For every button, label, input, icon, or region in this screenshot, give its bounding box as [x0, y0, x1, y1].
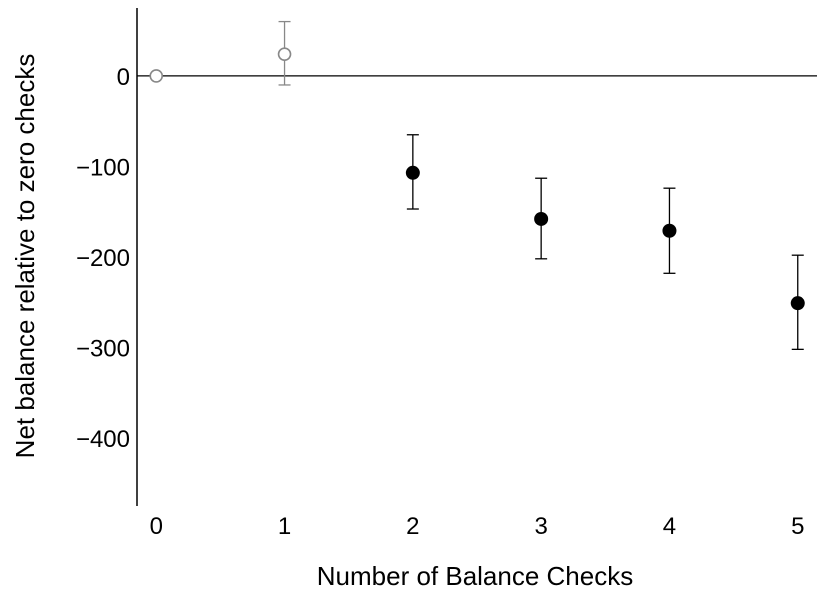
y-tick-label: −300	[76, 336, 130, 363]
x-tick-labels: 0 1 2 3 4 5	[150, 513, 805, 540]
filled-data-point	[405, 165, 420, 180]
y-tick-label: 0	[117, 64, 130, 91]
y-axis-label: Net balance relative to zero checks	[10, 54, 40, 459]
y-tick-label: −100	[76, 154, 130, 181]
filled-data-point	[790, 296, 805, 311]
x-tick-label: 3	[534, 513, 547, 540]
x-tick-label: 5	[791, 513, 804, 540]
error-bars	[278, 20, 804, 351]
y-tick-labels: 0 −100 −200 −300 −400	[76, 64, 130, 453]
open-data-point	[277, 47, 292, 61]
y-tick-label: −400	[76, 426, 130, 453]
x-tick-label: 1	[278, 513, 291, 540]
x-axis-label: Number of Balance Checks	[317, 561, 633, 591]
y-tick-label: −200	[76, 245, 130, 272]
x-tick-label: 0	[150, 513, 163, 540]
data-points	[149, 47, 805, 311]
filled-data-point	[534, 211, 549, 226]
axes	[136, 8, 817, 506]
filled-data-point	[662, 223, 677, 238]
x-tick-label: 4	[663, 513, 676, 540]
x-tick-label: 2	[406, 513, 419, 540]
open-data-point	[149, 69, 164, 83]
